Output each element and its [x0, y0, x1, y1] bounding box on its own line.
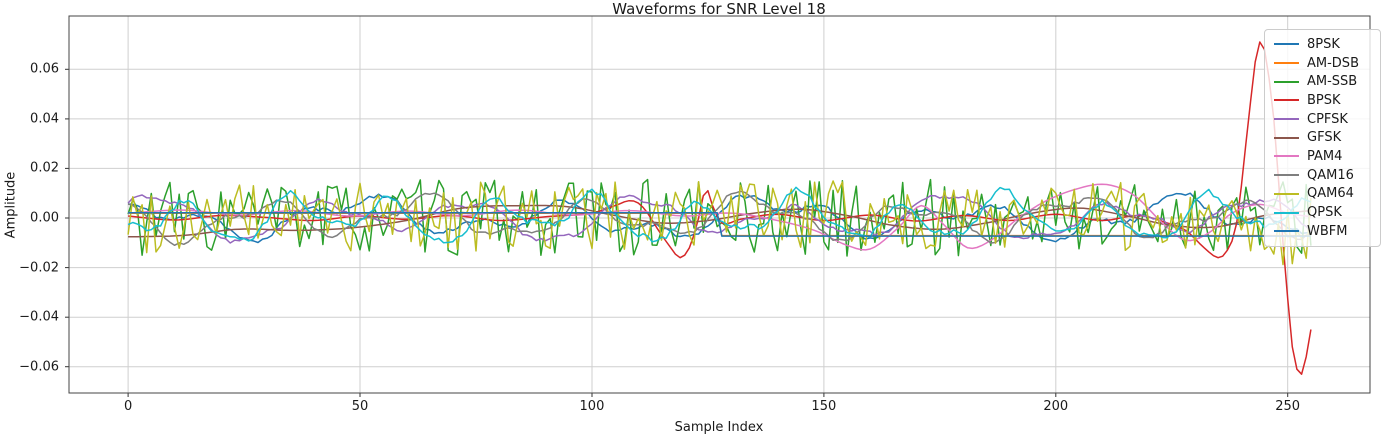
x-tick-label: 0 — [123, 399, 133, 414]
legend-line-icon — [1274, 155, 1299, 158]
legend-item-QPSK: QPSK — [1274, 203, 1372, 222]
legend-item-QAM64: QAM64 — [1274, 185, 1372, 204]
series-GFSK — [128, 204, 1311, 238]
legend-label: PAM4 — [1307, 148, 1343, 164]
y-tick-label: −0.02 — [19, 260, 59, 276]
y-tick-label: −0.04 — [19, 309, 59, 325]
legend-line-icon — [1274, 99, 1299, 102]
legend-line-icon — [1274, 174, 1299, 177]
legend-item-BPSK: BPSK — [1274, 91, 1372, 110]
legend-item-CPFSK: CPFSK — [1274, 110, 1372, 129]
legend-label: AM-SSB — [1307, 74, 1358, 90]
legend-label: QAM16 — [1307, 167, 1354, 183]
x-tick-label: 50 — [351, 399, 369, 414]
legend-label: GFSK — [1307, 130, 1342, 146]
legend-item-8PSK: 8PSK — [1274, 35, 1372, 54]
legend-item-QAM16: QAM16 — [1274, 166, 1372, 185]
legend-item-AM-SSB: AM-SSB — [1274, 72, 1372, 91]
legend-label: CPFSK — [1307, 111, 1348, 127]
y-tick-label: 0.02 — [30, 160, 59, 176]
legend-line-icon — [1274, 211, 1299, 214]
legend-label: BPSK — [1307, 92, 1341, 108]
x-tick-label: 150 — [811, 399, 837, 414]
legend-line-icon — [1274, 118, 1299, 121]
chart-title: Waveforms for SNR Level 18 — [612, 0, 826, 18]
legend-label: AM-DSB — [1307, 55, 1359, 71]
legend-item-GFSK: GFSK — [1274, 128, 1372, 147]
legend-item-WBFM: WBFM — [1274, 222, 1372, 241]
x-tick-label: 250 — [1275, 399, 1301, 414]
legend-label: WBFM — [1307, 223, 1348, 239]
legend-line-icon — [1274, 43, 1299, 46]
legend-item-AM-DSB: AM-DSB — [1274, 54, 1372, 73]
x-tick-label: 100 — [579, 399, 605, 414]
series-QAM64 — [127, 180, 1312, 266]
y-tick-label: 0.00 — [30, 210, 59, 226]
legend: 8PSK AM-DSB AM-SSB BPSK CPFSK GFSK PAM4 QAM16 QA… — [1264, 29, 1381, 247]
legend-item-PAM4: PAM4 — [1274, 147, 1372, 166]
legend-line-icon — [1274, 80, 1299, 83]
legend-line-icon — [1274, 136, 1299, 139]
legend-line-icon — [1274, 230, 1299, 233]
series-QAM16 — [127, 190, 1312, 247]
legend-label: QPSK — [1307, 205, 1342, 221]
legend-label: QAM64 — [1307, 186, 1354, 202]
legend-line-icon — [1274, 62, 1299, 65]
x-axis-label: Sample Index — [674, 420, 764, 435]
legend-line-icon — [1274, 192, 1299, 195]
y-tick-label: 0.06 — [30, 61, 59, 77]
y-tick-label: 0.04 — [30, 111, 59, 127]
legend-label: 8PSK — [1307, 36, 1340, 52]
x-tick-label: 200 — [1043, 399, 1069, 414]
series-WBFM — [128, 212, 1311, 237]
y-tick-label: −0.06 — [19, 359, 59, 375]
